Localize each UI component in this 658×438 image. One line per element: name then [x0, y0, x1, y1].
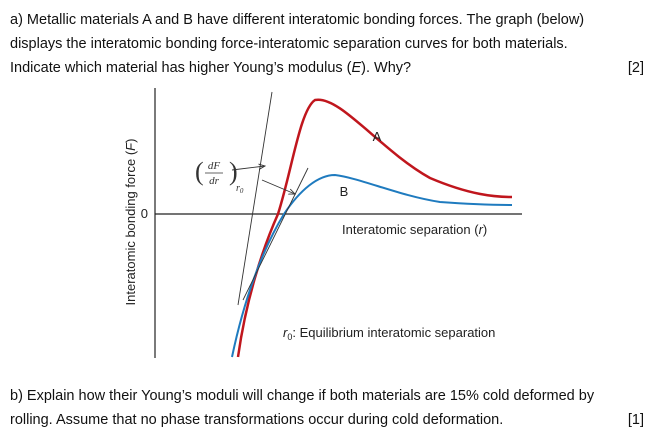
x-axis-label: Interatomic separation (r): [342, 222, 487, 237]
marks: [1]: [628, 412, 644, 428]
arrow: [231, 166, 265, 171]
figure: Interatomic bonding force (F) 0 ( ) dF d…: [123, 88, 522, 358]
paren: (: [195, 157, 204, 186]
question-b-line: rolling. Assume that no phase transforma…: [10, 412, 503, 428]
question-a-line: Indicate which material has higher Young…: [10, 60, 411, 76]
question-b-line: b) Explain how their Young’s moduli will…: [10, 388, 595, 404]
subscript: r0: [236, 183, 244, 195]
slope-label: ( ) dF dr r0: [195, 157, 244, 195]
y-axis-label: Interatomic bonding force (F): [123, 139, 138, 306]
paren: ): [229, 157, 238, 186]
numerator: dF: [208, 160, 221, 172]
tangent-a: [237, 91, 273, 306]
zero-label: 0: [141, 206, 148, 221]
curve-b: [231, 173, 513, 358]
curve-a-label: A: [373, 129, 382, 144]
question-a-line: a) Metallic materials A and B have diffe…: [10, 12, 584, 28]
denominator: dr: [209, 175, 220, 187]
question-a-line: displays the interatomic bonding force-i…: [10, 36, 568, 52]
legend-note: r0: Equilibrium interatomic separation: [283, 325, 495, 342]
arrow: [261, 179, 295, 194]
marks: [2]: [628, 60, 644, 76]
tangent-b: [242, 167, 309, 301]
curve-b-label: B: [340, 184, 349, 199]
